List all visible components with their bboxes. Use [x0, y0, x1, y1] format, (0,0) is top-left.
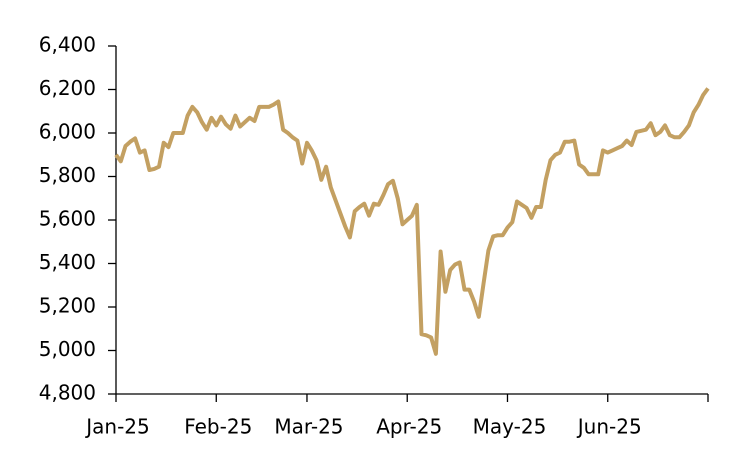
line [114, 87, 710, 356]
x-tick-label: Jun-25 [576, 415, 642, 439]
y-tick-label: 5,400 [39, 250, 96, 274]
y-tick-label: 6,200 [39, 76, 96, 100]
x-tick-label: Apr-25 [376, 415, 442, 439]
x-tick-label: Feb-25 [184, 415, 252, 439]
y-tick-label: 5,200 [39, 294, 96, 318]
y-tick-label: 6,000 [39, 120, 96, 144]
y-tick-label: 5,000 [39, 337, 96, 361]
y-tick-label: 5,800 [39, 163, 96, 187]
x-tick-label: May-25 [473, 415, 547, 439]
y-tick-label: 5,600 [39, 207, 96, 231]
x-tick-label: Jan-25 [84, 415, 150, 439]
y-tick-label: 4,800 [39, 381, 96, 405]
x-tick-label: Mar-25 [274, 415, 343, 439]
y-tick-label: 6,400 [39, 33, 96, 57]
